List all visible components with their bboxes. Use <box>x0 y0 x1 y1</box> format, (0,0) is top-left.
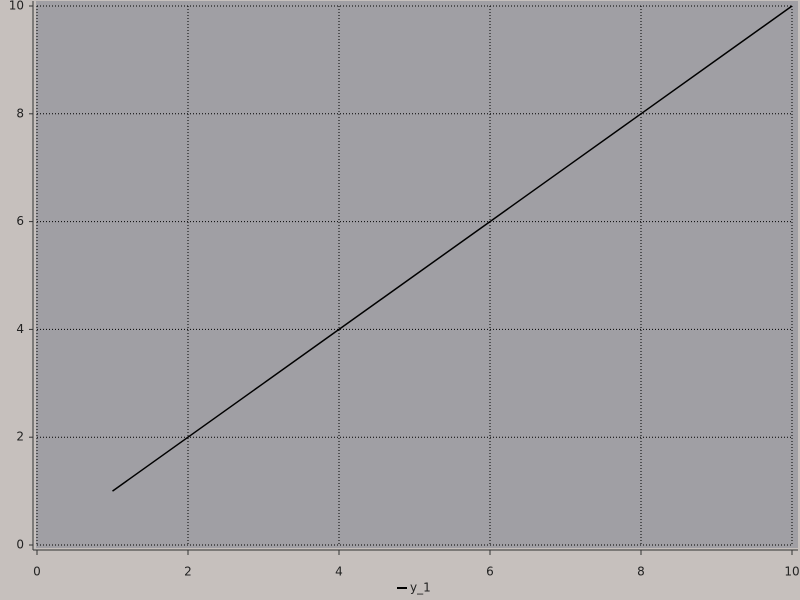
x-tick-label: 0 <box>33 565 41 579</box>
legend-label: y_1 <box>410 581 431 595</box>
x-tick-label: 8 <box>637 565 645 579</box>
y-tick-label: 6 <box>16 214 24 228</box>
y-tick-label: 4 <box>16 322 24 336</box>
y-tick-label: 8 <box>16 106 24 120</box>
x-tick-label: 6 <box>486 565 494 579</box>
y-tick-label: 2 <box>16 430 24 444</box>
y-tick-label: 10 <box>9 0 24 13</box>
data-line <box>112 5 793 492</box>
x-tick-label: 10 <box>784 565 799 579</box>
y-tick-label: 0 <box>16 538 24 552</box>
x-tick-label: 4 <box>335 565 343 579</box>
x-tick-label: 2 <box>184 565 192 579</box>
